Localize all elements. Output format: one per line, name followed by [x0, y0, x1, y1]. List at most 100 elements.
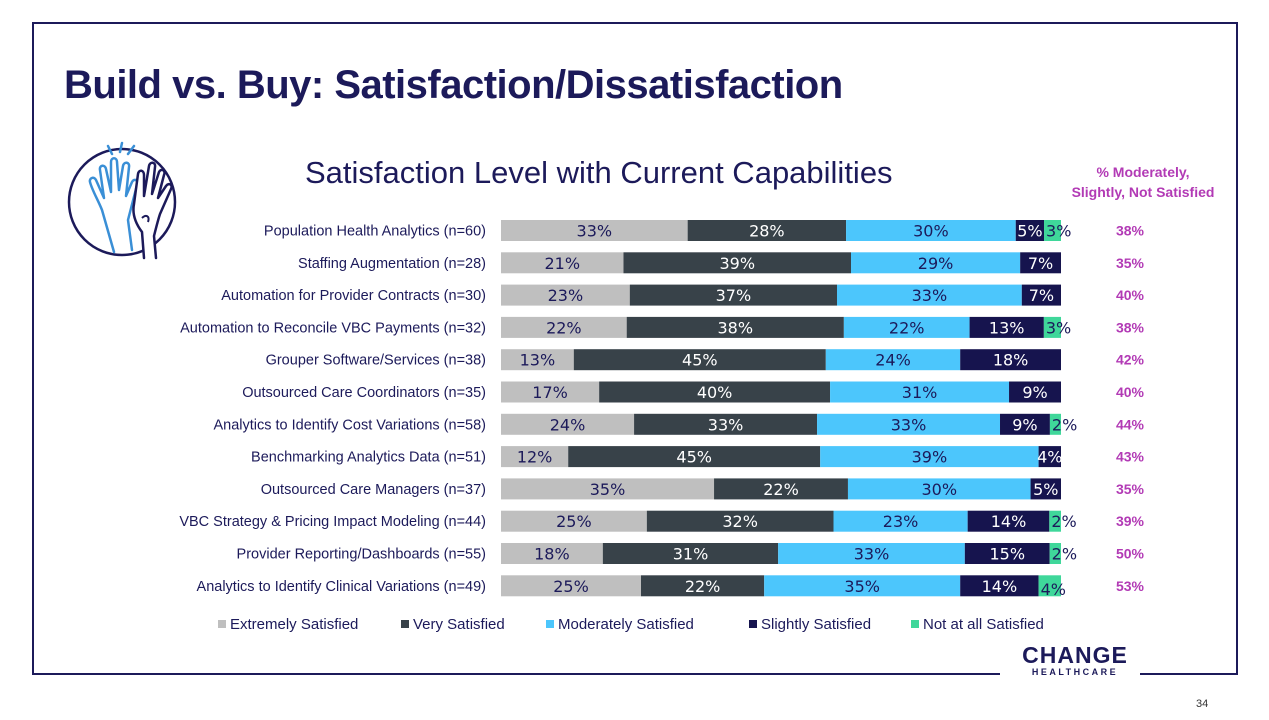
category-label: Automation for Provider Contracts (n=30) — [221, 288, 486, 304]
bar-segment — [833, 510, 968, 532]
side-value: 53% — [1116, 578, 1145, 594]
category-label: Outsourced Care Managers (n=37) — [261, 482, 486, 498]
bar-segment — [1049, 413, 1061, 435]
side-column-header: % Moderately, Slightly, Not Satisfied — [1068, 162, 1218, 202]
side-value: 39% — [1116, 513, 1145, 529]
data-label: 22% — [889, 318, 925, 337]
data-label: 4% — [1041, 580, 1066, 599]
bar-segment — [501, 252, 624, 274]
bar-segment — [599, 381, 831, 403]
bar-segment — [1038, 446, 1061, 468]
category-label: Outsourced Care Coordinators (n=35) — [242, 385, 486, 401]
logo-sub-text: HEALTHCARE — [1031, 667, 1119, 677]
bar-segment — [634, 413, 818, 435]
bar-segment — [837, 284, 1022, 306]
bar-segment — [825, 349, 961, 371]
data-label: 5% — [1017, 222, 1042, 241]
data-label: 21% — [544, 254, 580, 273]
bar-segment — [847, 478, 1031, 500]
company-logo: CHANGE HEALTHCARE — [1016, 642, 1134, 677]
side-value: 38% — [1116, 319, 1145, 335]
bar-segment — [1038, 575, 1061, 597]
side-value: 38% — [1116, 223, 1145, 239]
high-five-hands-icon — [67, 141, 177, 260]
bar-segment — [501, 446, 569, 468]
legend-swatch — [911, 620, 919, 628]
data-label: 18% — [534, 545, 570, 564]
side-value: 35% — [1116, 255, 1145, 271]
bar-segment — [714, 478, 848, 500]
data-label: 14% — [982, 577, 1018, 596]
logo-main-text: CHANGE — [1022, 642, 1128, 668]
data-label: 7% — [1029, 286, 1054, 305]
bar-segment — [623, 252, 851, 274]
bar-segment — [1044, 220, 1061, 241]
data-label: 30% — [921, 480, 957, 499]
bar-segment — [501, 381, 600, 403]
side-value: 35% — [1116, 481, 1145, 497]
data-label: 15% — [989, 545, 1025, 564]
data-label: 33% — [891, 415, 927, 434]
side-value: 42% — [1116, 352, 1145, 368]
data-label: 17% — [532, 383, 568, 402]
side-value: 50% — [1116, 546, 1145, 562]
data-label: 23% — [883, 512, 919, 531]
bar-segment — [501, 478, 715, 500]
bar-segment — [646, 510, 834, 532]
bar-segment — [626, 316, 844, 338]
data-label: 24% — [875, 351, 911, 370]
bar-segment — [501, 510, 647, 532]
frame-gap — [1000, 665, 1140, 685]
data-label: 13% — [989, 318, 1025, 337]
page-number: 34 — [1196, 698, 1209, 710]
bar-segment — [602, 543, 779, 564]
legend-label: Extremely Satisfied — [230, 616, 358, 633]
data-label: 35% — [844, 577, 880, 596]
data-label: 29% — [918, 254, 954, 273]
bar-segment — [846, 220, 1016, 241]
data-label: 2% — [1051, 512, 1076, 531]
data-label: 22% — [546, 318, 582, 337]
legend-swatch — [218, 620, 226, 628]
data-label: 22% — [685, 577, 721, 596]
legend-swatch — [546, 620, 554, 628]
data-label: 39% — [719, 254, 755, 273]
bar-segment — [501, 543, 603, 564]
bar-segment — [1030, 478, 1061, 500]
slide-frame — [32, 22, 1238, 675]
data-label: 37% — [716, 286, 752, 305]
bar-segment — [501, 349, 574, 371]
data-label: 2% — [1052, 545, 1077, 564]
data-label: 12% — [517, 448, 553, 467]
bar-segment — [1049, 510, 1061, 532]
bar-segment — [967, 510, 1050, 532]
category-label: Analytics to Identify Cost Variations (n… — [213, 417, 486, 433]
bar-segment — [641, 575, 765, 597]
side-value: 43% — [1116, 449, 1145, 465]
bar-segment — [969, 316, 1044, 338]
bar-segment — [501, 284, 630, 306]
bar-segment — [817, 413, 1001, 435]
data-label: 4% — [1037, 448, 1062, 467]
bar-segment — [1009, 381, 1061, 403]
bar-segment — [960, 575, 1039, 597]
data-label: 9% — [1022, 383, 1047, 402]
data-label: 2% — [1052, 415, 1077, 434]
category-label: VBC Strategy & Pricing Impact Modeling (… — [179, 514, 486, 530]
side-value: 44% — [1116, 416, 1145, 432]
bar-segment — [1020, 252, 1061, 274]
legend-label: Moderately Satisfied — [558, 616, 694, 633]
legend-swatch — [749, 620, 757, 628]
bar-segment — [501, 413, 635, 435]
legend-label: Very Satisfied — [413, 616, 505, 633]
bar-segment — [1021, 284, 1061, 306]
chart-title: Satisfaction Level with Current Capabili… — [305, 155, 893, 190]
legend-label: Not at all Satisfied — [923, 616, 1044, 633]
legend-swatch — [401, 620, 409, 628]
data-label: 25% — [556, 512, 592, 531]
side-value: 40% — [1116, 287, 1145, 303]
bar-segment — [778, 543, 965, 564]
data-label: 31% — [673, 545, 709, 564]
category-label: Benchmarking Analytics Data (n=51) — [251, 450, 486, 466]
